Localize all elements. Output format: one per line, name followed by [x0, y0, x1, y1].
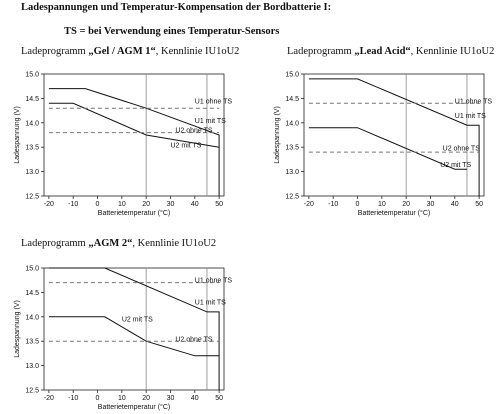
y-tick-label: 13.5: [25, 339, 39, 346]
series-line-u2-mit-ts: [308, 127, 467, 170]
series-label-u2-ohne-ts: U2 ohne TS: [443, 146, 481, 153]
y-axis-label: Ladespannung (V): [14, 106, 21, 164]
chart-title-suffix: , Kennlinie IU1oU2: [132, 238, 217, 249]
chart-title-program: „Lead Acid“: [354, 46, 411, 57]
chart-title-suffix: , Kennlinie IU1oU2: [410, 46, 495, 57]
chart-title-suffix: , Kennlinie IU1oU2: [155, 46, 240, 57]
series-label-u1-mit-ts: U1 mit TS: [195, 118, 226, 125]
y-tick-label: 14.5: [25, 290, 39, 297]
y-tick-label: 13.0: [25, 363, 39, 370]
y-tick-label: 13.0: [25, 169, 39, 176]
series-label-u2-mit-ts: U2 mit TS: [440, 162, 471, 169]
x-tick-label: 50: [475, 201, 483, 208]
y-tick-label: 14.5: [285, 96, 299, 103]
y-tick-label: 12.5: [25, 194, 39, 201]
x-tick-label: 50: [215, 201, 223, 208]
series-line-u1-mit-ts: [308, 78, 480, 196]
y-tick-label: 15.0: [25, 72, 39, 79]
x-tick-label: 30: [167, 201, 175, 208]
plot-frame: [43, 73, 225, 197]
chart-title-prefix: Ladeprogramm: [287, 46, 355, 57]
chart-title-prefix: Ladeprogramm: [21, 46, 89, 57]
y-axis-label: Ladespannung (V): [274, 106, 281, 164]
y-axis-label: Ladespannung (V): [14, 300, 21, 358]
x-tick-label: 10: [378, 201, 386, 208]
x-tick-label: -20: [44, 201, 54, 208]
x-tick-label: 20: [142, 395, 150, 402]
series-label-u2-ohne-ts: U2 ohne TS: [175, 336, 213, 343]
series-label-u2-mit-ts: U2 mit TS: [122, 317, 153, 324]
x-tick-label: 10: [118, 395, 126, 402]
series-label-u2-ohne-ts: U2 ohne TS: [175, 128, 213, 135]
chart-title-program: „AGM 2“: [88, 238, 133, 249]
x-tick-label: 10: [118, 201, 126, 208]
y-tick-label: 14.0: [25, 120, 39, 127]
series-label-u1-ohne-ts: U1 ohne TS: [195, 278, 233, 285]
x-tick-label: -20: [44, 395, 54, 402]
y-tick-label: 12.5: [25, 388, 39, 395]
document-note: TS = bei Verwendung eines Temperatur-Sen…: [64, 26, 280, 37]
chart-title-program: „Gel / AGM 1“: [88, 46, 156, 57]
chart-title-lead-acid: Ladeprogramm „Lead Acid“, Kennlinie IU1o…: [287, 46, 494, 57]
series-label-u1-ohne-ts: U1 ohne TS: [455, 98, 493, 105]
x-tick-label: 20: [402, 201, 410, 208]
x-tick-label: -10: [328, 201, 338, 208]
chart-agm2: 12.5 13.0 13.5 14.0 14.5 15.0 -20 -10 0 10 20 30 40 5…: [14, 266, 233, 412]
x-tick-label: 50: [215, 395, 223, 402]
y-tick-label: 14.5: [25, 96, 39, 103]
series-line-u1-mit-ts: [48, 267, 220, 390]
x-axis-label: Batterietemperatur (°C): [358, 209, 430, 217]
x-axis-label: Batterietemperatur (°C): [98, 403, 170, 411]
x-tick-label: 0: [356, 201, 360, 208]
y-tick-label: 13.5: [25, 145, 39, 152]
x-tick-label: -10: [68, 201, 78, 208]
chart-title-agm2: Ladeprogramm „AGM 2“, Kennlinie IU1oU2: [21, 238, 216, 249]
series-label-u1-mit-ts: U1 mit TS: [195, 300, 226, 307]
y-tick-label: 15.0: [25, 266, 39, 273]
plot-frame: [303, 73, 485, 197]
x-tick-label: -20: [304, 201, 314, 208]
x-tick-label: 40: [191, 395, 199, 402]
y-tick-label: 14.0: [285, 120, 299, 127]
x-tick-label: 0: [96, 201, 100, 208]
document-title: Ladespannungen und Temperatur-Kompensati…: [21, 2, 332, 13]
series-label-u1-mit-ts: U1 mit TS: [455, 113, 486, 120]
x-tick-label: -10: [68, 395, 78, 402]
series-line-u1-mit-ts: [48, 88, 220, 196]
x-tick-label: 30: [427, 201, 435, 208]
plot-frame: [43, 267, 225, 391]
x-tick-label: 20: [142, 201, 150, 208]
y-tick-label: 12.5: [285, 194, 299, 201]
x-tick-label: 0: [96, 395, 100, 402]
y-tick-label: 13.5: [285, 145, 299, 152]
x-tick-label: 40: [191, 201, 199, 208]
x-axis-label: Batterietemperatur (°C): [98, 209, 170, 217]
y-tick-label: 15.0: [285, 72, 299, 79]
chart-title-prefix: Ladeprogramm: [21, 238, 89, 249]
chart-gel-agm1: 12.5 13.0 13.5 14.0 14.5 15.0 -20 -10 0 10 20 30 40 5…: [14, 72, 233, 218]
series-label-u1-ohne-ts: U1 ohne TS: [195, 98, 233, 105]
x-tick-label: 40: [451, 201, 459, 208]
series-line-u2-mit-ts: [48, 102, 220, 148]
series-label-u2-mit-ts: U2 mit TS: [170, 142, 201, 149]
y-tick-label: 14.0: [25, 314, 39, 321]
chart-lead-acid: 12.5 13.0 13.5 14.0 14.5 15.0 -20 -10 0 10 20 30 40 5…: [274, 72, 493, 218]
chart-title-gel-agm1: Ladeprogramm „Gel / AGM 1“, Kennlinie IU…: [21, 46, 239, 57]
y-tick-label: 13.0: [285, 169, 299, 176]
series-line-u2-mit-ts: [48, 316, 220, 357]
x-tick-label: 30: [167, 395, 175, 402]
